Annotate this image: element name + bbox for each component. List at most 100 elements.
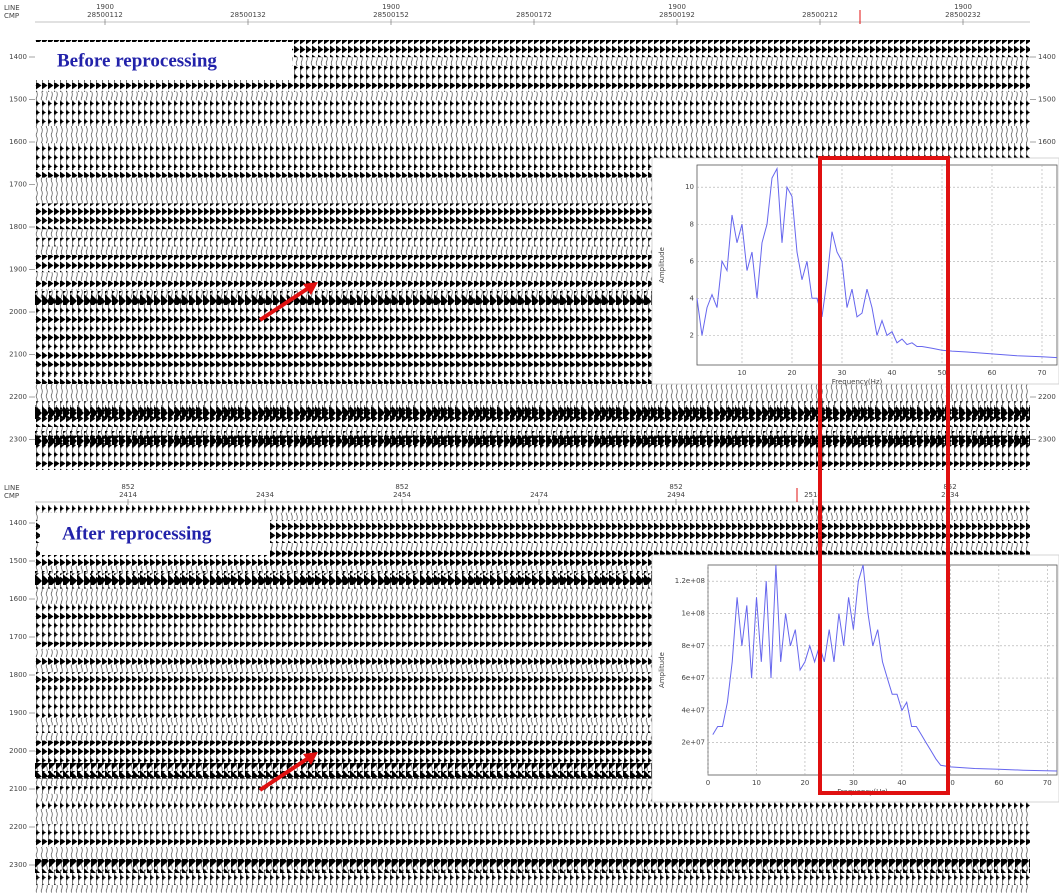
column-cmp: 28500152: [373, 11, 409, 19]
trace-row: [35, 393, 1030, 402]
column-line: 1900: [382, 3, 400, 11]
trace-row: [35, 824, 1030, 832]
column-cmp: 2434: [256, 491, 274, 499]
trace-row: [35, 885, 1030, 893]
column-cmp: 2494: [667, 491, 685, 499]
y-tick-label: 8e+07: [681, 642, 705, 650]
y-tick-label: 10: [685, 183, 694, 191]
time-tick-label: 2300: [9, 861, 27, 869]
spectrum-chart: 0102030405060702e+074e+076e+078e+071e+08…: [652, 555, 1059, 802]
trace-row: [35, 100, 1030, 109]
x-tick-label: 70: [1043, 779, 1052, 787]
trace-row: [35, 847, 1030, 855]
column-cmp: 2534: [941, 491, 959, 499]
column-line: 852: [669, 483, 682, 491]
time-tick-label: 1900: [9, 709, 27, 717]
column-line: 1900: [96, 3, 114, 11]
trace-row: [35, 135, 1030, 144]
time-tick-label: 1600: [9, 595, 27, 603]
time-tick-label: 2000: [9, 308, 27, 316]
time-tick-label: 2300: [9, 436, 27, 444]
y-axis-label: Amplitude: [658, 247, 666, 283]
x-tick-label: 20: [788, 369, 797, 377]
y-tick-label: 1.2e+08: [675, 577, 705, 585]
trace-row: [35, 801, 1030, 809]
column-line: 1900: [668, 3, 686, 11]
column-line: 1900: [954, 3, 972, 11]
trace-row: [35, 461, 1030, 470]
time-tick-label: 1400: [9, 519, 27, 527]
time-tick-label: 2100: [9, 351, 27, 359]
column-cmp: 2474: [530, 491, 548, 499]
trace-row: [35, 877, 1030, 885]
trace-row: [35, 453, 1030, 462]
y-axis-label: Amplitude: [658, 652, 666, 688]
panel-label: Before reprocessing: [57, 50, 217, 71]
column-line: 852: [395, 483, 408, 491]
time-tick-label: 1500: [9, 557, 27, 565]
trace-row: [35, 832, 1030, 840]
column-cmp: 28500232: [945, 11, 981, 19]
time-tick-label: 2300: [1038, 436, 1056, 444]
column-line: 852: [121, 483, 134, 491]
line-label: LINE: [4, 4, 20, 12]
time-tick-label: 1400: [1038, 53, 1056, 61]
x-tick-label: 10: [752, 779, 761, 787]
time-tick-label: 1800: [9, 671, 27, 679]
column-cmp: 28500112: [87, 11, 123, 19]
y-tick-label: 2: [690, 331, 694, 339]
cmp-label: CMP: [4, 492, 19, 500]
y-tick-label: 6: [690, 257, 695, 265]
time-tick-label: 2200: [9, 393, 27, 401]
time-tick-label: 1500: [9, 96, 27, 104]
time-tick-label: 2200: [9, 823, 27, 831]
x-tick-label: 60: [994, 779, 1003, 787]
trace-row: [35, 109, 1030, 118]
x-tick-label: 30: [849, 779, 858, 787]
y-tick-label: 1e+08: [681, 609, 705, 617]
y-tick-label: 4: [690, 294, 695, 302]
panel-label: After reprocessing: [62, 523, 212, 544]
reflector: [35, 859, 1030, 873]
trace-row: [35, 418, 1030, 427]
x-tick-label: 70: [1038, 369, 1047, 377]
x-tick-label: 10: [738, 369, 747, 377]
x-tick-label: 40: [888, 369, 897, 377]
y-tick-label: 6e+07: [681, 674, 705, 682]
cmp-label: CMP: [4, 12, 19, 20]
trace-row: [35, 83, 1030, 92]
page: LINECMP190028500112285001321900285001522…: [0, 0, 1059, 895]
reflector: [35, 405, 1030, 419]
x-tick-label: 0: [706, 779, 710, 787]
x-tick-label: 40: [897, 779, 906, 787]
x-tick-label: 30: [838, 369, 847, 377]
time-tick-label: 1600: [9, 138, 27, 146]
trace-row: [35, 839, 1030, 847]
time-tick-label: 2000: [9, 747, 27, 755]
trace-row: [35, 505, 1030, 513]
y-tick-label: 4e+07: [681, 706, 705, 714]
time-tick-label: 1700: [9, 633, 27, 641]
time-tick-label: 1700: [9, 181, 27, 189]
time-tick-label: 1400: [9, 53, 27, 61]
trace-row: [35, 444, 1030, 453]
trace-row: [35, 92, 1030, 101]
column-cmp: 2454: [393, 491, 411, 499]
y-tick-label: 8: [690, 220, 694, 228]
time-tick-label: 1900: [9, 266, 27, 274]
y-tick-label: 2e+07: [681, 739, 705, 747]
trace-row: [35, 809, 1030, 817]
reflector: [35, 431, 1030, 445]
x-tick-label: 50: [938, 369, 947, 377]
column-cmp: 28500192: [659, 11, 695, 19]
trace-row: [35, 817, 1030, 825]
trace-row: [35, 143, 1030, 152]
trace-row: [35, 117, 1030, 126]
column-cmp: 2414: [119, 491, 137, 499]
time-tick-label: 2200: [1038, 393, 1056, 401]
x-tick-label: 20: [800, 779, 809, 787]
plot-area: [708, 565, 1057, 775]
trace-row: [35, 126, 1030, 135]
column-cmp: 28500172: [516, 11, 552, 19]
